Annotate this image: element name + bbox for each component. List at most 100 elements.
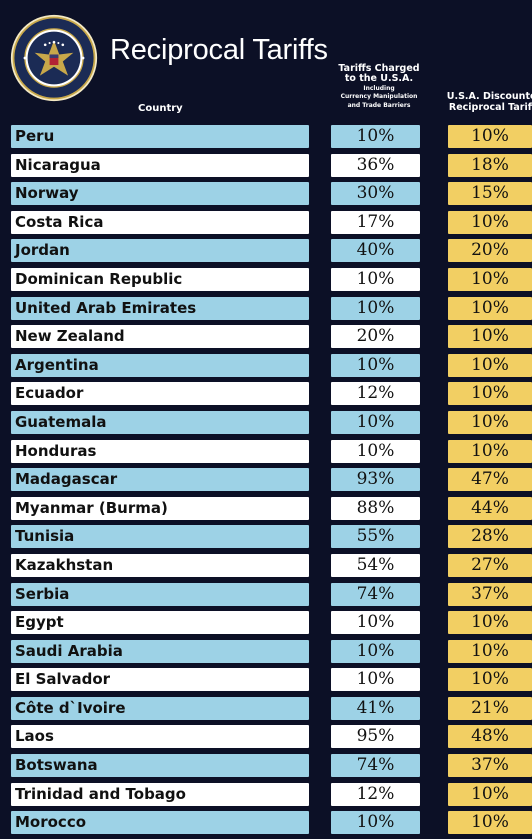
charged-tariff-cell: 74% [331, 754, 420, 778]
table-row: Kazakhstan 54% 27% [0, 553, 532, 582]
reciprocal-tariff-cell: 10% [448, 611, 532, 635]
charged-tariff-cell: 55% [331, 525, 420, 549]
table-row: Côte d`Ivoire 41% 21% [0, 696, 532, 725]
charged-tariff-cell: 40% [331, 239, 420, 263]
country-cell: Myanmar (Burma) [11, 496, 309, 520]
table-row: Trinidad and Tobago 12% 10% [0, 782, 532, 811]
reciprocal-tariff-cell: 10% [448, 353, 532, 377]
country-cell: Norway [11, 182, 309, 206]
reciprocal-tariff-cell: 10% [448, 439, 532, 463]
country-cell: Tunisia [11, 525, 309, 549]
column-header-reciprocal-line2: Reciprocal Tariffs [448, 101, 532, 113]
table-row: Honduras 10% 10% [0, 439, 532, 468]
charged-tariff-cell: 41% [331, 696, 420, 720]
charged-tariff-cell: 17% [331, 210, 420, 234]
charged-tariff-cell: 10% [331, 410, 420, 434]
column-header-reciprocal: U.S.A. Discounted Reciprocal Tariffs [440, 91, 532, 114]
reciprocal-tariff-cell: 37% [448, 582, 532, 606]
table-row: Botswana 74% 37% [0, 753, 532, 782]
reciprocal-tariff-cell: 10% [448, 811, 532, 835]
header: Reciprocal Tariffs Country Tariffs Charg… [0, 0, 532, 122]
charged-tariff-cell: 93% [331, 468, 420, 492]
country-cell: Dominican Republic [11, 267, 309, 291]
column-header-charged-note2: Currency Manipulation [340, 93, 418, 101]
country-cell: Guatemala [11, 410, 309, 434]
country-cell: Trinidad and Tobago [11, 782, 309, 806]
reciprocal-tariff-cell: 10% [448, 410, 532, 434]
reciprocal-tariff-cell: 10% [448, 382, 532, 406]
reciprocal-tariff-cell: 20% [448, 239, 532, 263]
table-row: Peru 10% 10% [0, 124, 532, 153]
country-cell: Serbia [11, 582, 309, 606]
reciprocal-tariff-cell: 10% [448, 210, 532, 234]
reciprocal-tariff-cell: 21% [448, 696, 532, 720]
table-row: Serbia 74% 37% [0, 582, 532, 611]
table-row: Ecuador 12% 10% [0, 381, 532, 410]
country-cell: Nicaragua [11, 153, 309, 177]
column-header-charged-line1: Tariffs Charged [338, 63, 420, 74]
charged-tariff-cell: 10% [331, 296, 420, 320]
charged-tariff-cell: 10% [331, 811, 420, 835]
country-cell: Honduras [11, 439, 309, 463]
charged-tariff-cell: 10% [331, 611, 420, 635]
reciprocal-tariff-cell: 18% [448, 153, 532, 177]
country-cell: Argentina [11, 353, 309, 377]
country-cell: Morocco [11, 811, 309, 835]
column-header-charged-note1: Including [363, 84, 395, 92]
charged-tariff-cell: 10% [331, 353, 420, 377]
table-row: New Zealand 20% 10% [0, 324, 532, 353]
reciprocal-tariff-cell: 10% [448, 668, 532, 692]
reciprocal-tariff-cell: 15% [448, 182, 532, 206]
charged-tariff-cell: 10% [331, 439, 420, 463]
reciprocal-tariff-cell: 48% [448, 725, 532, 749]
country-cell: Egypt [11, 611, 309, 635]
charged-tariff-cell: 12% [331, 782, 420, 806]
reciprocal-tariff-cell: 27% [448, 553, 532, 577]
charged-tariff-cell: 20% [331, 325, 420, 349]
reciprocal-tariff-cell: 37% [448, 754, 532, 778]
country-cell: Laos [11, 725, 309, 749]
country-cell: Kazakhstan [11, 553, 309, 577]
charged-tariff-cell: 10% [331, 639, 420, 663]
reciprocal-tariff-cell: 10% [448, 296, 532, 320]
reciprocal-tariff-cell: 28% [448, 525, 532, 549]
reciprocal-tariff-cell: 47% [448, 468, 532, 492]
charged-tariff-cell: 12% [331, 382, 420, 406]
table-row: Norway 30% 15% [0, 181, 532, 210]
table-row: Guatemala 10% 10% [0, 410, 532, 439]
charged-tariff-cell: 30% [331, 182, 420, 206]
charged-tariff-cell: 36% [331, 153, 420, 177]
reciprocal-tariff-cell: 10% [448, 267, 532, 291]
table-row: Dominican Republic 10% 10% [0, 267, 532, 296]
country-cell: Ecuador [11, 382, 309, 406]
table-row: United Arab Emirates 10% 10% [0, 296, 532, 325]
reciprocal-tariff-cell: 10% [448, 125, 532, 148]
country-cell: New Zealand [11, 325, 309, 349]
table-row: Saudi Arabia 10% 10% [0, 639, 532, 668]
table-row: Laos 95% 48% [0, 724, 532, 753]
charged-tariff-cell: 10% [331, 267, 420, 291]
table-row: El Salvador 10% 10% [0, 667, 532, 696]
column-header-charged-line2: to the U.S.A. [344, 72, 414, 84]
table-row: Egypt 10% 10% [0, 610, 532, 639]
page-title: Reciprocal Tariffs [110, 34, 328, 66]
country-cell: Jordan [11, 239, 309, 263]
charged-tariff-cell: 95% [331, 725, 420, 749]
charged-tariff-cell: 10% [331, 668, 420, 692]
table-row: Jordan 40% 20% [0, 238, 532, 267]
table-row: Morocco 10% 10% [0, 810, 532, 839]
charged-tariff-cell: 54% [331, 553, 420, 577]
table-row: Nicaragua 36% 18% [0, 153, 532, 182]
charged-tariff-cell: 74% [331, 582, 420, 606]
table-row: Costa Rica 17% 10% [0, 210, 532, 239]
reciprocal-tariff-cell: 10% [448, 639, 532, 663]
country-cell: Costa Rica [11, 210, 309, 234]
column-header-country: Country [138, 103, 183, 114]
reciprocal-tariff-cell: 44% [448, 496, 532, 520]
column-header-charged: Tariffs Charged to the U.S.A. Including … [322, 64, 436, 109]
reciprocal-tariff-cell: 10% [448, 325, 532, 349]
country-cell: Saudi Arabia [11, 639, 309, 663]
table-row: Myanmar (Burma) 88% 44% [0, 496, 532, 525]
presidential-seal-icon [10, 14, 98, 102]
country-cell: El Salvador [11, 668, 309, 692]
